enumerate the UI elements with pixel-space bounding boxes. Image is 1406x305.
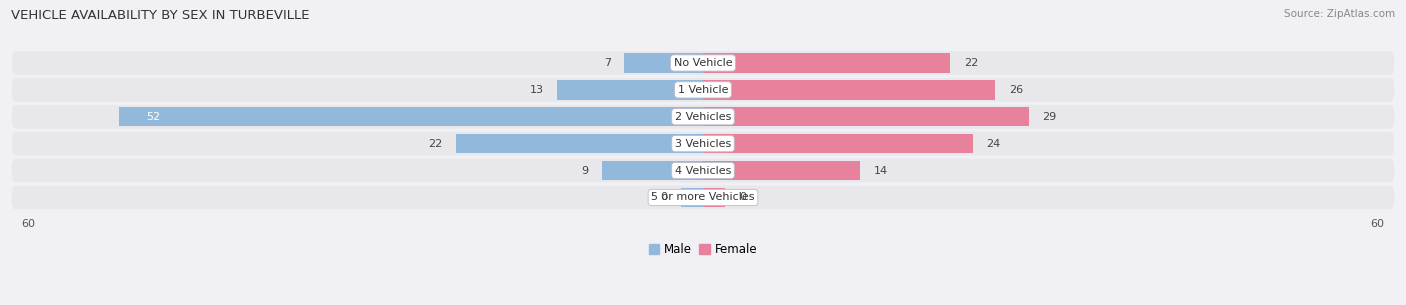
Text: 5 or more Vehicles: 5 or more Vehicles bbox=[651, 192, 755, 203]
Text: 7: 7 bbox=[603, 58, 610, 68]
FancyBboxPatch shape bbox=[11, 159, 1395, 182]
Text: 29: 29 bbox=[1042, 112, 1057, 122]
FancyBboxPatch shape bbox=[11, 132, 1395, 156]
Text: VEHICLE AVAILABILITY BY SEX IN TURBEVILLE: VEHICLE AVAILABILITY BY SEX IN TURBEVILL… bbox=[11, 9, 309, 22]
Bar bbox=[703, 188, 725, 207]
Bar bbox=[456, 134, 703, 153]
Bar bbox=[703, 53, 950, 73]
Text: 52: 52 bbox=[146, 112, 160, 122]
Text: 3 Vehicles: 3 Vehicles bbox=[675, 139, 731, 149]
Text: 2 Vehicles: 2 Vehicles bbox=[675, 112, 731, 122]
FancyBboxPatch shape bbox=[11, 78, 1395, 102]
Bar bbox=[118, 107, 703, 127]
Bar bbox=[703, 80, 995, 99]
Bar bbox=[703, 134, 973, 153]
Bar bbox=[681, 188, 703, 207]
Text: 22: 22 bbox=[427, 139, 443, 149]
FancyBboxPatch shape bbox=[11, 185, 1395, 209]
Text: 14: 14 bbox=[875, 166, 889, 176]
Text: Source: ZipAtlas.com: Source: ZipAtlas.com bbox=[1284, 9, 1395, 19]
Text: 26: 26 bbox=[1008, 85, 1022, 95]
Bar bbox=[557, 80, 703, 99]
FancyBboxPatch shape bbox=[11, 105, 1395, 129]
Legend: Male, Female: Male, Female bbox=[648, 243, 758, 257]
Text: 13: 13 bbox=[530, 85, 543, 95]
FancyBboxPatch shape bbox=[11, 51, 1395, 75]
Text: 0: 0 bbox=[740, 192, 747, 203]
Text: 1 Vehicle: 1 Vehicle bbox=[678, 85, 728, 95]
Text: 0: 0 bbox=[659, 192, 666, 203]
Bar bbox=[624, 53, 703, 73]
Text: 4 Vehicles: 4 Vehicles bbox=[675, 166, 731, 176]
Text: No Vehicle: No Vehicle bbox=[673, 58, 733, 68]
Bar bbox=[703, 107, 1029, 127]
Text: 9: 9 bbox=[581, 166, 588, 176]
Text: 24: 24 bbox=[986, 139, 1001, 149]
Bar bbox=[602, 161, 703, 180]
Text: 22: 22 bbox=[963, 58, 979, 68]
Bar bbox=[703, 161, 860, 180]
